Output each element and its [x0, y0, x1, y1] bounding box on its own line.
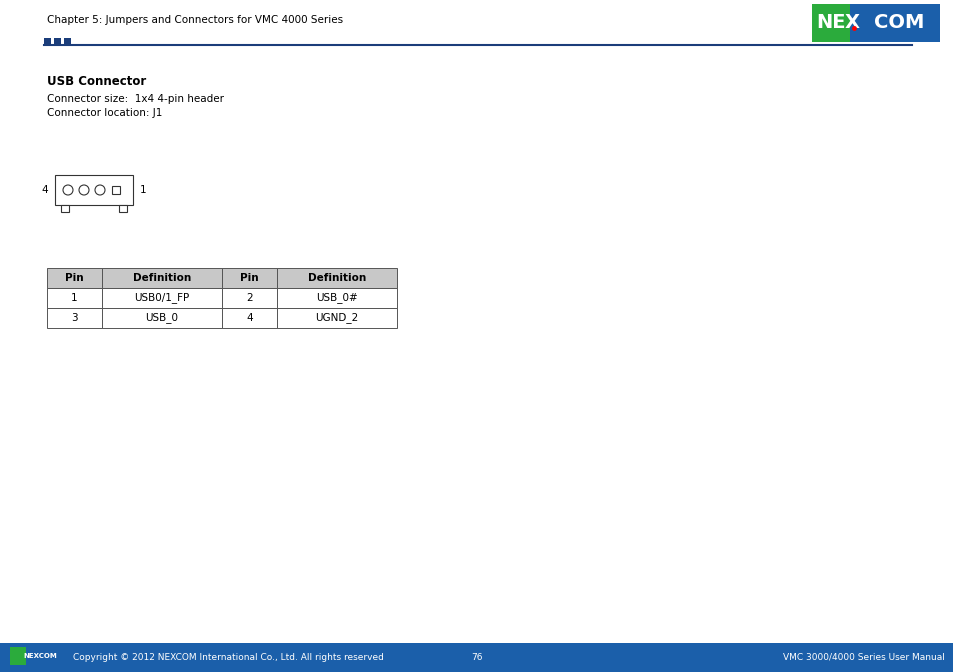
Bar [102, 268, 222, 288]
Text: Definition: Definition [308, 273, 366, 283]
Text: USB Connector: USB Connector [47, 75, 146, 88]
Bar [811, 4, 849, 42]
Text: 2: 2 [246, 293, 253, 303]
Text: X: X [844, 13, 859, 32]
Text: NE: NE [816, 13, 845, 32]
Circle shape [63, 185, 73, 195]
Text: 3: 3 [71, 313, 78, 323]
Text: 1: 1 [139, 185, 146, 195]
Bar [276, 268, 396, 288]
Text: 76: 76 [471, 653, 482, 662]
Bar [222, 288, 276, 308]
Text: 1: 1 [71, 293, 78, 303]
Bar [222, 268, 276, 288]
Bar [64, 38, 71, 46]
Bar [112, 186, 120, 194]
Text: VMC 3000/4000 Series User Manual: VMC 3000/4000 Series User Manual [782, 653, 944, 662]
Text: USB0/1_FP: USB0/1_FP [134, 292, 190, 304]
Text: Definition: Definition [132, 273, 191, 283]
Text: Connector location: J1: Connector location: J1 [47, 108, 162, 118]
Text: Connector size:  1x4 4-pin header: Connector size: 1x4 4-pin header [47, 94, 224, 104]
Bar [55, 175, 132, 205]
Text: 4: 4 [42, 185, 49, 195]
Bar [276, 288, 396, 308]
Bar [0, 643, 953, 672]
Bar [47, 268, 102, 288]
Text: Pin: Pin [240, 273, 258, 283]
Bar [276, 308, 396, 328]
Text: Chapter 5: Jumpers and Connectors for VMC 4000 Series: Chapter 5: Jumpers and Connectors for VM… [47, 15, 343, 25]
Bar [10, 647, 65, 665]
Bar [102, 308, 222, 328]
Bar [44, 38, 51, 46]
Bar [102, 288, 222, 308]
Circle shape [95, 185, 105, 195]
Bar [54, 38, 61, 46]
Bar [119, 205, 127, 212]
Bar [222, 308, 276, 328]
Bar [811, 4, 939, 42]
Bar [47, 308, 102, 328]
Text: COM: COM [874, 13, 923, 32]
Text: Copyright © 2012 NEXCOM International Co., Ltd. All rights reserved: Copyright © 2012 NEXCOM International Co… [73, 653, 383, 662]
Bar [10, 647, 27, 665]
Text: Pin: Pin [65, 273, 84, 283]
Bar [47, 288, 102, 308]
Text: USB_0#: USB_0# [315, 292, 357, 304]
Text: NEXCOM: NEXCOM [24, 653, 57, 659]
Bar [61, 205, 69, 212]
Text: USB_0: USB_0 [146, 312, 178, 323]
Text: 4: 4 [246, 313, 253, 323]
Text: UGND_2: UGND_2 [315, 312, 358, 323]
Circle shape [79, 185, 89, 195]
